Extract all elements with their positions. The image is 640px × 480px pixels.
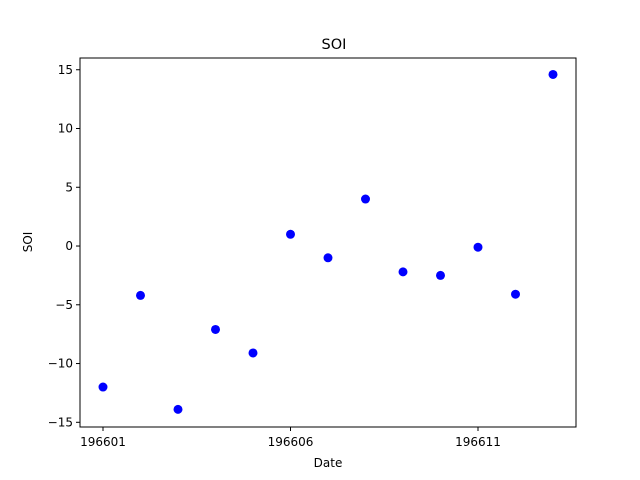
- data-point: [323, 253, 333, 263]
- data-point: [398, 267, 408, 277]
- chart-title: SOI: [322, 37, 347, 53]
- data-point: [511, 289, 520, 299]
- data-point: [248, 348, 258, 358]
- data-point: [211, 324, 220, 334]
- y-tick-label: 0: [65, 239, 73, 253]
- y-tick-label: −5: [55, 298, 73, 312]
- y-axis-label: SOI: [21, 232, 35, 253]
- x-axis-label: Date: [314, 456, 343, 470]
- plot-frame: [79, 57, 577, 428]
- y-tick-label: 5: [65, 180, 73, 194]
- y-axis-ticks: −15 −10 −5 0 5 10 15: [48, 63, 80, 429]
- data-points: [98, 69, 558, 414]
- data-point: [548, 69, 558, 79]
- data-point: [136, 290, 145, 300]
- y-tick-label: −15: [48, 415, 73, 429]
- x-tick-label: 196601: [80, 435, 126, 449]
- x-axis-ticks: 196601 196606 196611: [80, 427, 501, 449]
- data-point: [286, 229, 295, 239]
- data-point: [473, 242, 483, 252]
- data-point: [361, 194, 370, 204]
- y-tick-label: 10: [58, 122, 73, 136]
- data-point: [436, 270, 445, 280]
- x-tick-label: 196611: [455, 435, 501, 449]
- x-tick-label: 196606: [268, 435, 314, 449]
- y-tick-label: 15: [58, 63, 73, 77]
- data-point: [98, 382, 108, 392]
- data-point: [173, 404, 183, 414]
- y-tick-label: −10: [48, 357, 73, 371]
